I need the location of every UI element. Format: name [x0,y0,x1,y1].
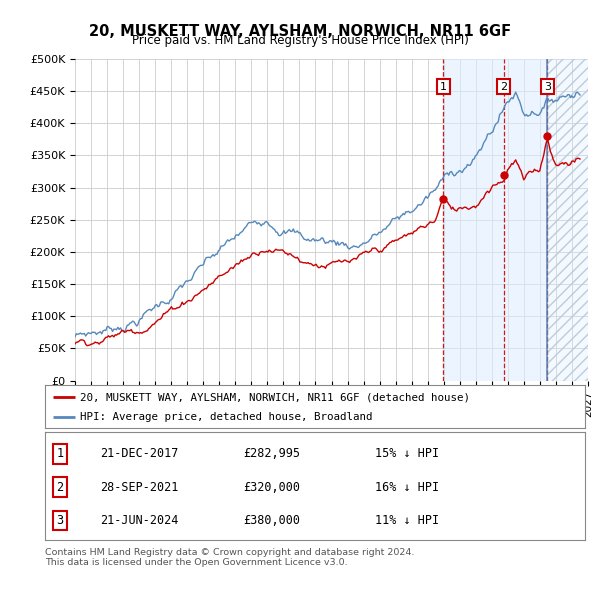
Text: Contains HM Land Registry data © Crown copyright and database right 2024.
This d: Contains HM Land Registry data © Crown c… [45,548,415,567]
Text: 20, MUSKETT WAY, AYLSHAM, NORWICH, NR11 6GF: 20, MUSKETT WAY, AYLSHAM, NORWICH, NR11 … [89,24,511,38]
Text: £282,995: £282,995 [244,447,300,460]
Text: 11% ↓ HPI: 11% ↓ HPI [375,514,439,527]
Text: HPI: Average price, detached house, Broadland: HPI: Average price, detached house, Broa… [80,412,373,422]
Text: 2: 2 [56,481,64,494]
Text: 15% ↓ HPI: 15% ↓ HPI [375,447,439,460]
Text: 16% ↓ HPI: 16% ↓ HPI [375,481,439,494]
Text: 2: 2 [500,81,508,91]
Text: 1: 1 [440,81,447,91]
Text: 3: 3 [544,81,551,91]
Bar [547,59,588,381]
Bar [547,59,588,381]
Text: 1: 1 [56,447,64,460]
Text: Price paid vs. HM Land Registry's House Price Index (HPI): Price paid vs. HM Land Registry's House … [131,34,469,47]
Text: 21-JUN-2024: 21-JUN-2024 [100,514,179,527]
Text: 3: 3 [56,514,64,527]
Text: 28-SEP-2021: 28-SEP-2021 [100,481,179,494]
Text: 20, MUSKETT WAY, AYLSHAM, NORWICH, NR11 6GF (detached house): 20, MUSKETT WAY, AYLSHAM, NORWICH, NR11 … [80,392,470,402]
Text: £320,000: £320,000 [244,481,300,494]
Bar [443,59,547,381]
Text: 21-DEC-2017: 21-DEC-2017 [100,447,179,460]
Text: £380,000: £380,000 [244,514,300,527]
